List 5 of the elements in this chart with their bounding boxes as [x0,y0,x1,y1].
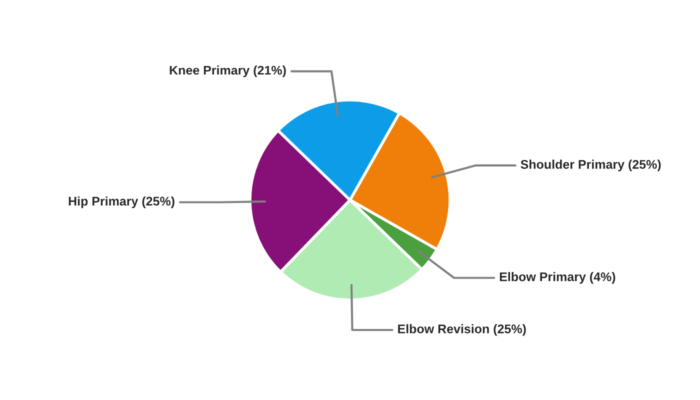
slice-label: Hip Primary (25%) [68,196,174,208]
slice-label: Shoulder Primary (25%) [520,160,661,172]
slice-label: Knee Primary (21%) [170,66,286,78]
slice-label: Elbow Primary (4%) [500,272,616,284]
slice-label: Elbow Revision (25%) [398,324,526,336]
